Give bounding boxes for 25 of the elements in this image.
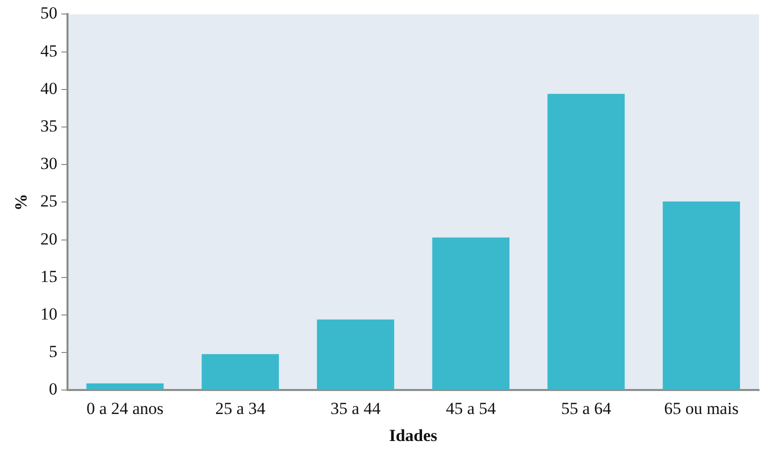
y-tick-label: 5	[48, 342, 58, 362]
bar	[316, 320, 394, 390]
y-tick-label: 30	[40, 154, 58, 174]
bar	[547, 94, 625, 390]
bar	[662, 201, 740, 390]
x-axis-title: Idades	[389, 426, 438, 446]
y-tick-label: 0	[48, 380, 58, 399]
x-tick-label: 65 ou mais	[664, 398, 739, 418]
y-axis-title: %	[12, 194, 31, 211]
y-tick-label: 10	[40, 304, 58, 324]
y-tick-label: 35	[40, 116, 58, 136]
y-tick-label: 50	[40, 4, 58, 23]
x-tick-label: 25 a 34	[215, 398, 266, 418]
y-tick-label: 25	[40, 192, 58, 211]
bar	[202, 354, 279, 390]
x-tick-label: 0 a 24 anos	[86, 398, 164, 418]
bar	[86, 383, 164, 390]
x-tick-label: 45 a 54	[446, 398, 496, 418]
y-tick-label: 15	[40, 266, 58, 286]
y-tick-label: 20	[40, 229, 58, 248]
bar	[432, 238, 510, 390]
y-tick-label: 40	[40, 78, 58, 98]
y-tick-label: 45	[40, 41, 58, 60]
x-tick-label: 55 a 64	[561, 398, 612, 418]
x-tick-label: 35 a 44	[330, 398, 382, 418]
